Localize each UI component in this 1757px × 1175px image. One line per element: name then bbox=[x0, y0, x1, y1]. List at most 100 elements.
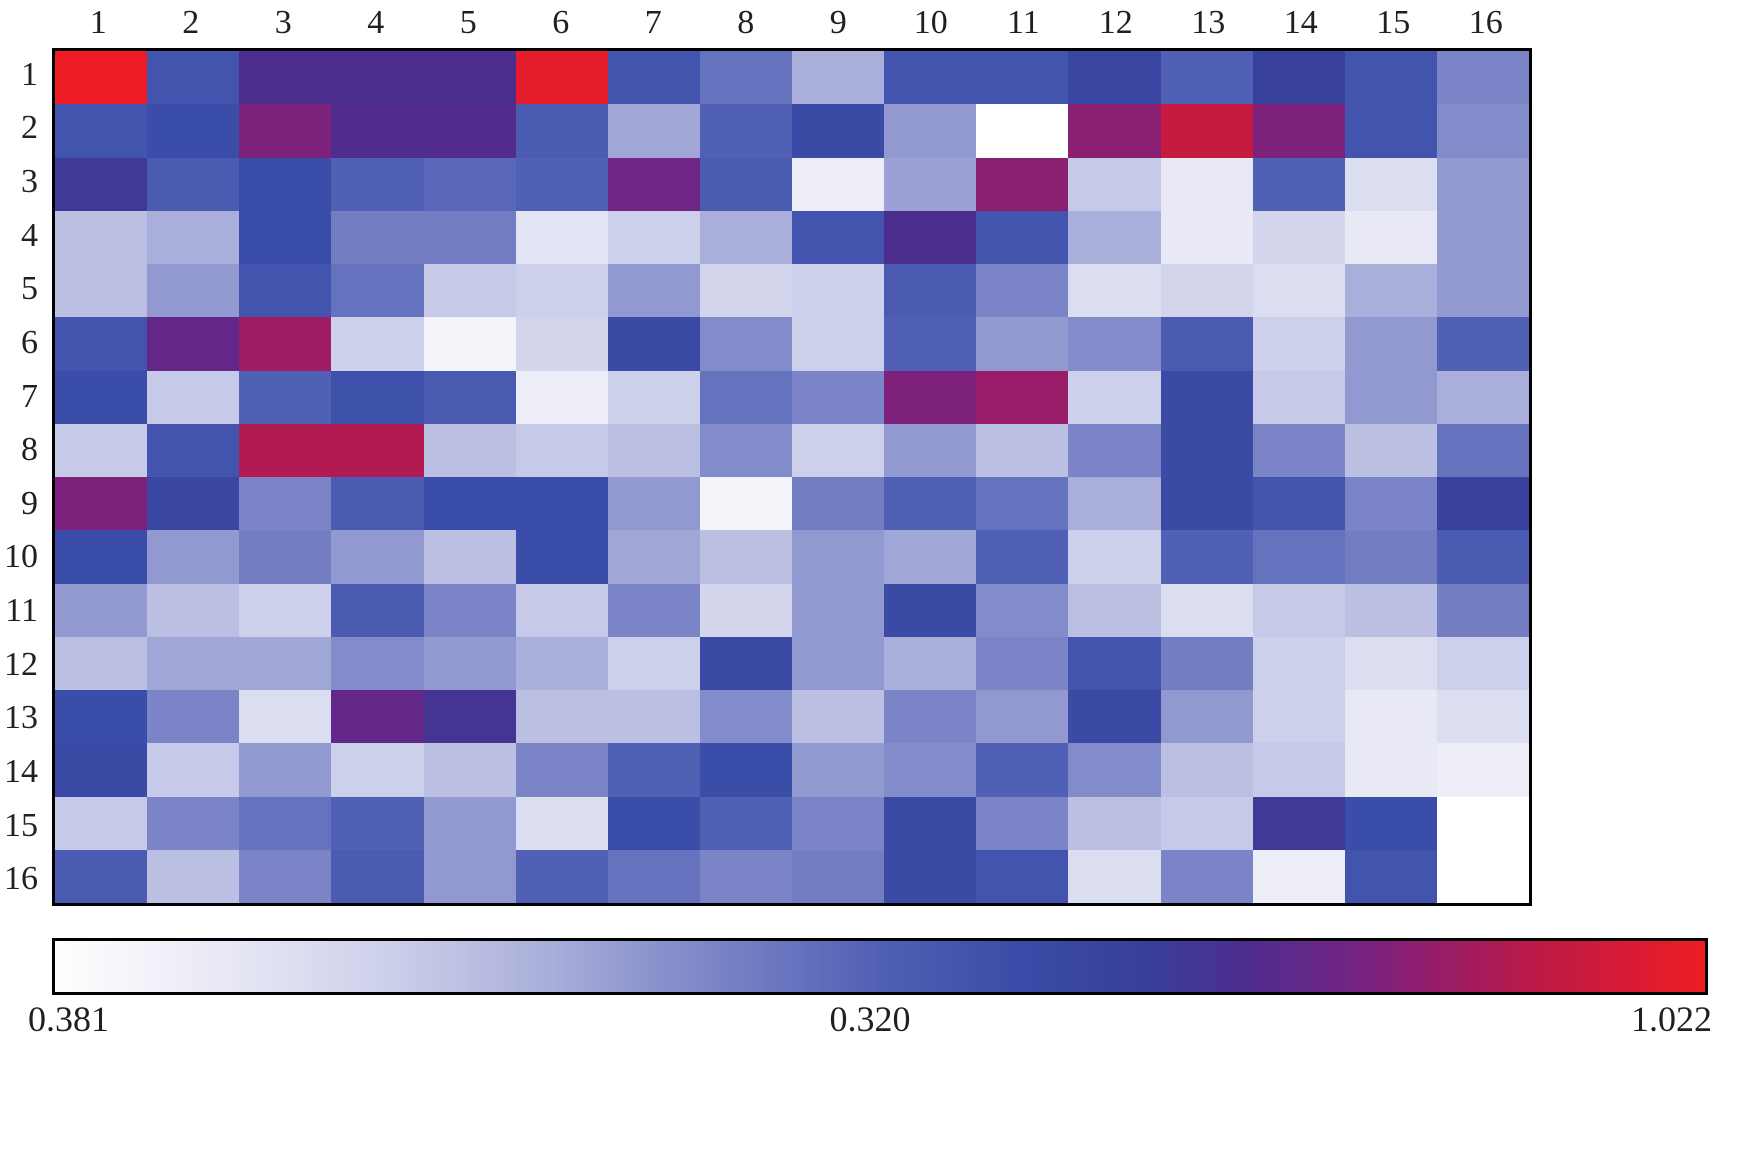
heatmap-cell bbox=[792, 583, 885, 637]
heatmap-cell bbox=[1068, 743, 1161, 797]
heatmap-cell bbox=[1344, 690, 1437, 744]
heatmap-cell bbox=[55, 210, 148, 264]
heatmap-cell bbox=[515, 743, 608, 797]
column-label: 15 bbox=[1376, 4, 1411, 41]
heatmap-cell bbox=[884, 210, 977, 264]
heatmap-cell bbox=[423, 583, 516, 637]
row-label: 2 bbox=[21, 109, 38, 147]
heatmap-cell bbox=[976, 849, 1069, 903]
heatmap-cell bbox=[792, 530, 885, 584]
heatmap-cell bbox=[1436, 743, 1529, 797]
heatmap-cell bbox=[239, 849, 332, 903]
heatmap-cell bbox=[884, 743, 977, 797]
heatmap-cell bbox=[239, 370, 332, 424]
heatmap-cell bbox=[515, 317, 608, 371]
heatmap-cell bbox=[1344, 849, 1437, 903]
heatmap-cell bbox=[699, 530, 792, 584]
heatmap-cell bbox=[1160, 849, 1253, 903]
heatmap-cell bbox=[884, 530, 977, 584]
heatmap-cell bbox=[792, 636, 885, 690]
heatmap-cell bbox=[331, 210, 424, 264]
heatmap-cell bbox=[331, 477, 424, 531]
heatmap-cell bbox=[331, 370, 424, 424]
heatmap-cell bbox=[699, 477, 792, 531]
heatmap-cell bbox=[607, 849, 700, 903]
heatmap-cell bbox=[1252, 583, 1345, 637]
heatmap-cell bbox=[1068, 51, 1161, 105]
heatmap-cell bbox=[976, 743, 1069, 797]
heatmap-cell bbox=[976, 477, 1069, 531]
heatmap-cell bbox=[147, 636, 240, 690]
heatmap-cell bbox=[1160, 264, 1253, 318]
heatmap-cell bbox=[147, 210, 240, 264]
heatmap-cell bbox=[239, 477, 332, 531]
heatmap-cell bbox=[792, 317, 885, 371]
heatmap-cell bbox=[147, 690, 240, 744]
heatmap-cell bbox=[147, 370, 240, 424]
heatmap-cell bbox=[1068, 583, 1161, 637]
heatmap-cell bbox=[884, 849, 977, 903]
heatmap-cell bbox=[976, 51, 1069, 105]
heatmap-cell bbox=[1160, 423, 1253, 477]
column-axis-labels: 1 2 3 4 5 6 7 8 9 10 11 12 13 14 15 16 bbox=[52, 0, 1532, 44]
column-label: 14 bbox=[1283, 4, 1318, 41]
heatmap-cell bbox=[1436, 423, 1529, 477]
heatmap-cell bbox=[699, 690, 792, 744]
heatmap-cell bbox=[1344, 530, 1437, 584]
heatmap-cell bbox=[1160, 636, 1253, 690]
row-label: 8 bbox=[21, 431, 38, 469]
heatmap-cell bbox=[147, 51, 240, 105]
heatmap-cell bbox=[792, 849, 885, 903]
heatmap-cell bbox=[699, 423, 792, 477]
heatmap-cell bbox=[976, 530, 1069, 584]
row-label: 4 bbox=[21, 216, 38, 254]
column-label: 7 bbox=[644, 4, 662, 41]
heatmap-cell bbox=[1068, 370, 1161, 424]
heatmap-cell bbox=[423, 157, 516, 211]
heatmap-cell bbox=[423, 690, 516, 744]
colorbar-tick-max: 1.022 bbox=[1631, 999, 1712, 1039]
heatmap-cell bbox=[699, 210, 792, 264]
heatmap-cell bbox=[239, 636, 332, 690]
heatmap-cell bbox=[423, 849, 516, 903]
heatmap-cell bbox=[1068, 157, 1161, 211]
heatmap-cell bbox=[976, 157, 1069, 211]
column-label: 4 bbox=[367, 4, 385, 41]
heatmap-cell bbox=[1160, 157, 1253, 211]
heatmap-cell bbox=[1436, 583, 1529, 637]
heatmap-cell bbox=[1344, 264, 1437, 318]
heatmap-cell bbox=[331, 104, 424, 158]
heatmap-cell bbox=[239, 264, 332, 318]
row-label: 13 bbox=[4, 699, 38, 737]
heatmap-cell bbox=[976, 264, 1069, 318]
heatmap-cell bbox=[976, 423, 1069, 477]
heatmap-cell bbox=[147, 849, 240, 903]
heatmap-cell bbox=[515, 264, 608, 318]
heatmap-cell bbox=[884, 636, 977, 690]
row-label: 7 bbox=[21, 377, 38, 415]
heatmap-cell bbox=[792, 210, 885, 264]
heatmap-cell bbox=[699, 317, 792, 371]
heatmap-cell bbox=[976, 636, 1069, 690]
heatmap-cell bbox=[1252, 51, 1345, 105]
heatmap-cell bbox=[1068, 636, 1161, 690]
heatmap-cell bbox=[55, 743, 148, 797]
heatmap-cell bbox=[147, 423, 240, 477]
heatmap-cell bbox=[607, 743, 700, 797]
heatmap-cell bbox=[515, 583, 608, 637]
heatmap-cell bbox=[55, 51, 148, 105]
column-label: 2 bbox=[182, 4, 200, 41]
heatmap-cell bbox=[1068, 690, 1161, 744]
heatmap-cell bbox=[55, 690, 148, 744]
heatmap-cell bbox=[884, 583, 977, 637]
heatmap-cell bbox=[1436, 51, 1529, 105]
heatmap-cell bbox=[423, 796, 516, 850]
heatmap-cell bbox=[1344, 477, 1437, 531]
heatmap-cell bbox=[1160, 370, 1253, 424]
heatmap-cell bbox=[55, 317, 148, 371]
heatmap-cell bbox=[423, 370, 516, 424]
heatmap-cell bbox=[239, 210, 332, 264]
heatmap-cell bbox=[239, 530, 332, 584]
heatmap-cell bbox=[239, 157, 332, 211]
heatmap-cell bbox=[515, 370, 608, 424]
